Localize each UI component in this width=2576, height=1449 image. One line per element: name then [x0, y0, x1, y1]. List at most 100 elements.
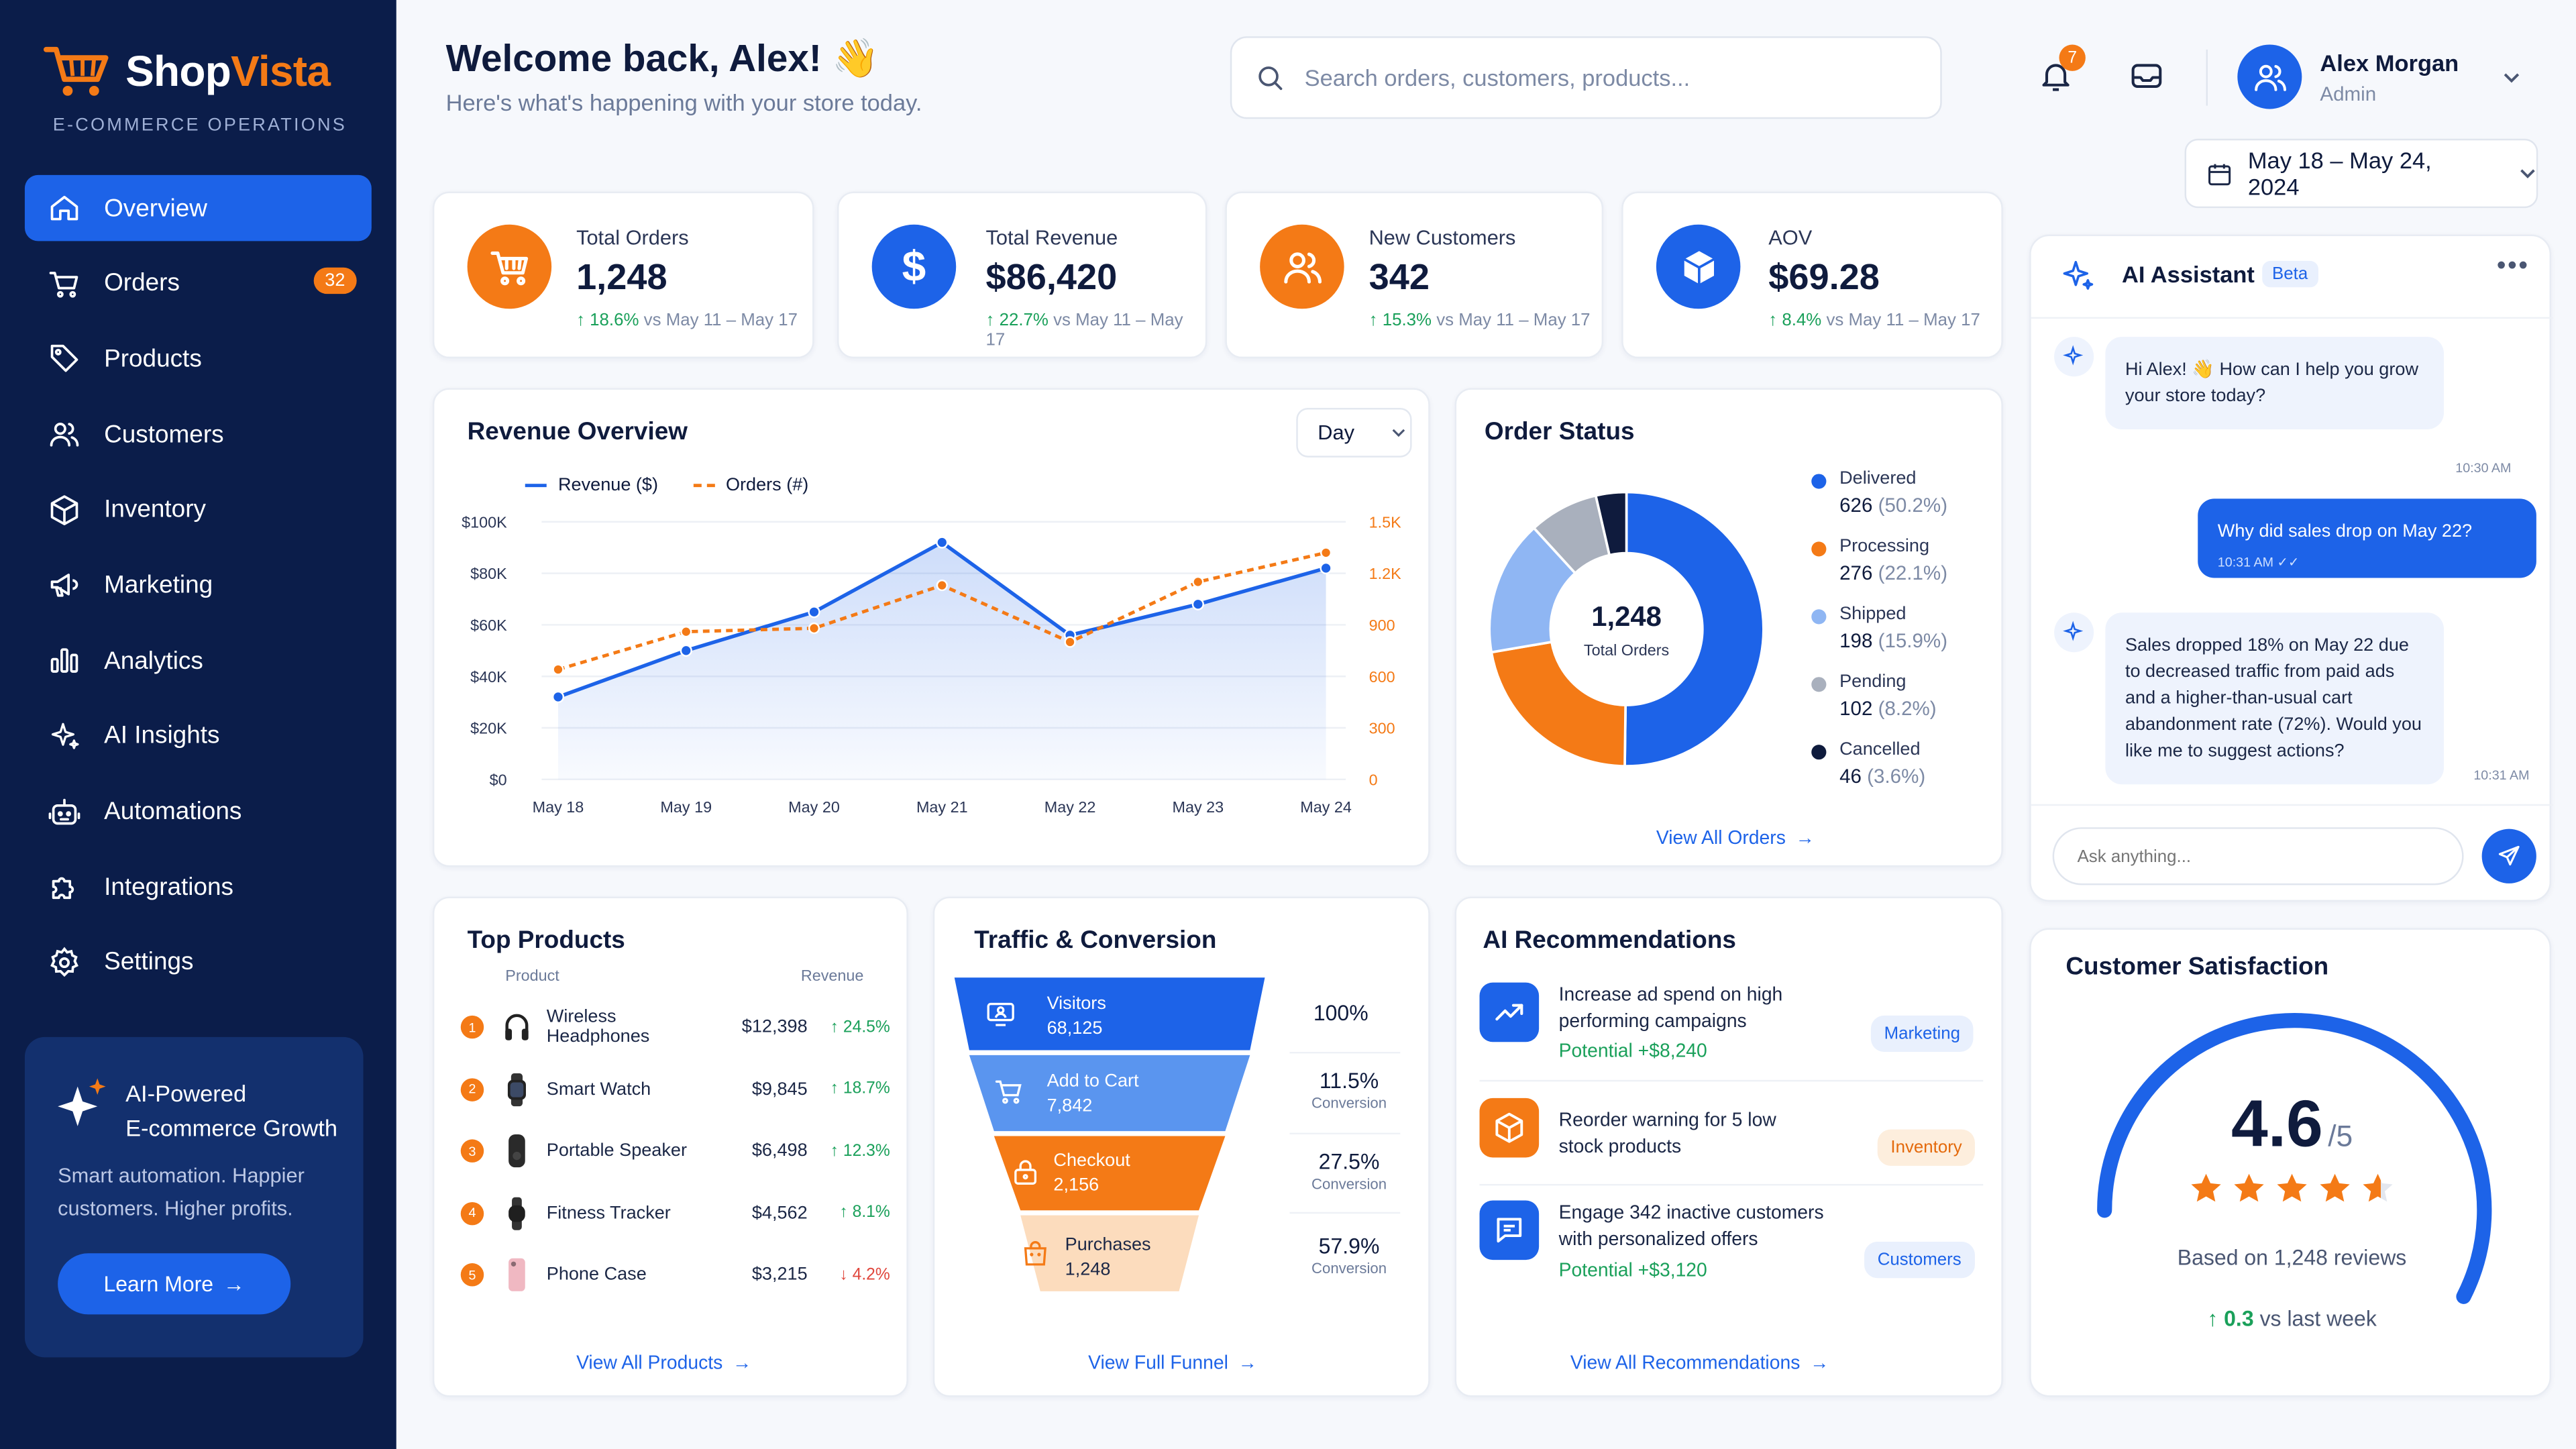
view-all-products-link[interactable]: View All Products → [576, 1354, 751, 1374]
sidebar-item-settings[interactable]: Settings [25, 930, 372, 996]
data-point-revenue[interactable] [551, 690, 565, 704]
tag-inventory: Inventory [1877, 1129, 1976, 1166]
beta-badge: Beta [2262, 260, 2318, 288]
data-point-orders[interactable] [680, 626, 692, 638]
data-point-revenue[interactable] [1320, 561, 1332, 575]
product-row[interactable]: 5 Phone Case $3,215 ↓ 4.2% [460, 1255, 890, 1295]
data-point-orders[interactable] [1064, 636, 1076, 648]
chat-message-ai: Hi Alex! 👋 How can I help you grow your … [2105, 337, 2445, 429]
y-tick-label-left: $0 [490, 771, 507, 788]
view-all-recommendations-link[interactable]: View All Recommendations → [1570, 1354, 1829, 1374]
y-tick-label-right: 900 [1369, 616, 1395, 634]
period-select[interactable]: Day [1296, 407, 1412, 458]
funnel-rate: 27.5% [1318, 1149, 1380, 1175]
product-name: Portable Speaker [546, 1140, 687, 1161]
order-status-card: Order Status 1,248 Total Orders Delivere… [1454, 388, 2003, 867]
traffic-conversion-card: Traffic & Conversion Visitors 68,125 Add … [932, 896, 1430, 1397]
sparkle-icon [58, 1078, 106, 1126]
sidebar-item-orders[interactable]: Orders 32 [25, 250, 372, 316]
recommendation-description: Increase ad spend on high performing cam… [1558, 985, 1783, 1032]
tag-icon [50, 345, 78, 373]
recommendation-item[interactable]: Engage 342 inactive customers with perso… [1479, 1200, 1984, 1300]
data-point-revenue[interactable] [936, 536, 949, 549]
kpi-value: 342 [1368, 256, 1430, 298]
column-header-revenue: Revenue [800, 967, 864, 986]
search-bar[interactable] [1230, 36, 1942, 119]
funnel-stage-checkout[interactable] [994, 1136, 1226, 1211]
funnel-stage-visitors[interactable] [954, 977, 1265, 1051]
learn-more-button[interactable]: Learn More → [58, 1253, 291, 1315]
sidebar-item-overview[interactable]: Overview [24, 174, 372, 241]
divider [2031, 804, 2553, 806]
more-options-icon[interactable]: ••• [2496, 252, 2530, 281]
watch-icon [507, 1072, 526, 1106]
data-point-orders[interactable] [936, 579, 948, 592]
view-full-funnel-link[interactable]: View Full Funnel → [1088, 1354, 1257, 1374]
product-row[interactable]: 3 Portable Speaker $6,498 ↑ 12.3% [460, 1131, 890, 1171]
donut-slice-processing[interactable] [1490, 640, 1627, 767]
sidebar-item-marketing[interactable]: Marketing [25, 552, 372, 618]
sidebar-item-analytics[interactable]: Analytics [25, 628, 372, 694]
sidebar-item-products[interactable]: Products [25, 326, 372, 392]
kpi-card-total-orders[interactable]: Total Orders 1,248 ↑ 18.6% vs May 11 – M… [432, 191, 814, 359]
inbox-icon [2131, 64, 2162, 89]
donut-slice-shipped[interactable] [1488, 526, 1577, 654]
sidebar-item-inventory[interactable]: Inventory [25, 477, 372, 543]
x-tick-label: May 22 [1044, 798, 1096, 816]
recommendation-item[interactable]: Reorder warning for 5 low stock products… [1479, 1097, 1984, 1197]
data-point-revenue[interactable] [680, 644, 692, 657]
kpi-change: ↑ 15.3% vs May 11 – May 17 [1369, 311, 1591, 331]
chevron-down-icon[interactable] [2502, 68, 2522, 88]
rating-stars [2031, 1171, 2553, 1207]
x-tick-label: May 20 [788, 798, 840, 816]
recommendation-item[interactable]: Increase ad spend on high performing cam… [1479, 982, 1984, 1082]
brand-subtitle: E-COMMERCE OPERATIONS [52, 115, 347, 136]
sidebar-item-integrations[interactable]: Integrations [25, 854, 372, 920]
recommendation-description: Reorder warning for 5 low stock products [1558, 1111, 1776, 1158]
product-revenue: $9,845 [751, 1079, 808, 1099]
revenue-area [557, 542, 1326, 780]
data-point-revenue[interactable] [1191, 598, 1204, 610]
view-all-orders-link[interactable]: View All Orders → [1656, 829, 1815, 849]
assistant-input[interactable] [2052, 827, 2464, 885]
kpi-card-aov[interactable]: AOV $69.28 ↑ 8.4% vs May 11 – May 17 [1621, 191, 2003, 359]
donut-slice-delivered[interactable] [1623, 490, 1765, 767]
headphones-icon [505, 1014, 529, 1040]
status-name: Cancelled [1839, 739, 1921, 760]
brand-logo[interactable]: ShopVista [43, 43, 331, 99]
sidebar-item-automations[interactable]: Automations [25, 779, 372, 845]
avatar[interactable] [2237, 44, 2302, 109]
data-point-orders[interactable] [1192, 576, 1204, 588]
notifications-button[interactable] [2035, 54, 2078, 97]
funnel-stage-add-to-cart[interactable] [969, 1055, 1250, 1132]
product-revenue: $4,562 [751, 1203, 808, 1223]
product-row[interactable]: 2 Smart Watch $9,845 ↑ 18.7% [460, 1069, 890, 1109]
chat-time-value: 10:31 AM [2217, 555, 2274, 570]
sidebar-item-customers[interactable]: Customers [25, 401, 372, 467]
data-point-orders[interactable] [1320, 547, 1332, 559]
kpi-card-new-customers[interactable]: New Customers 342 ↑ 15.3% vs May 11 – Ma… [1225, 191, 1604, 359]
search-input[interactable] [1304, 64, 1899, 91]
product-row[interactable]: 1 Wireless Headphones $12,398 ↑ 24.5% [460, 1008, 890, 1047]
double-check-icon: ✓✓ [2277, 555, 2300, 570]
rank-badge: 3 [460, 1139, 484, 1163]
donut-slice-cancelled[interactable] [1594, 490, 1628, 557]
data-point-revenue[interactable] [808, 606, 820, 619]
x-tick-label: May 24 [1300, 798, 1352, 816]
data-point-orders[interactable] [552, 663, 564, 676]
promo-title: AI-Powered E-commerce Growth [125, 1077, 337, 1146]
recommendation-text: Engage 342 inactive customers with perso… [1559, 1201, 1831, 1285]
recommendation-text: Reorder warning for 5 low stock products [1559, 1108, 1807, 1161]
data-point-orders[interactable] [808, 622, 820, 635]
messages-button[interactable] [2125, 54, 2168, 97]
product-row[interactable]: 4 Fitness Tracker $4,562 ↑ 8.1% [460, 1193, 890, 1232]
funnel-rate-add-to-cart: 11.5% Conversion [1265, 1069, 1434, 1112]
legend-swatch-orders [692, 484, 714, 488]
sidebar-item-ai-insights[interactable]: AI Insights [25, 703, 372, 769]
funnel-stage-name: Add to Cart [1046, 1071, 1139, 1092]
send-button[interactable] [2481, 828, 2536, 883]
user-name[interactable]: Alex Morgan [2320, 49, 2459, 76]
date-range-picker[interactable]: May 18 – May 24, 2024 [2184, 138, 2538, 209]
funnel-stage-purchases[interactable] [1020, 1215, 1199, 1291]
kpi-card-total-revenue[interactable]: $ Total Revenue $86,420 ↑ 22.7% vs May 1… [837, 191, 1208, 359]
